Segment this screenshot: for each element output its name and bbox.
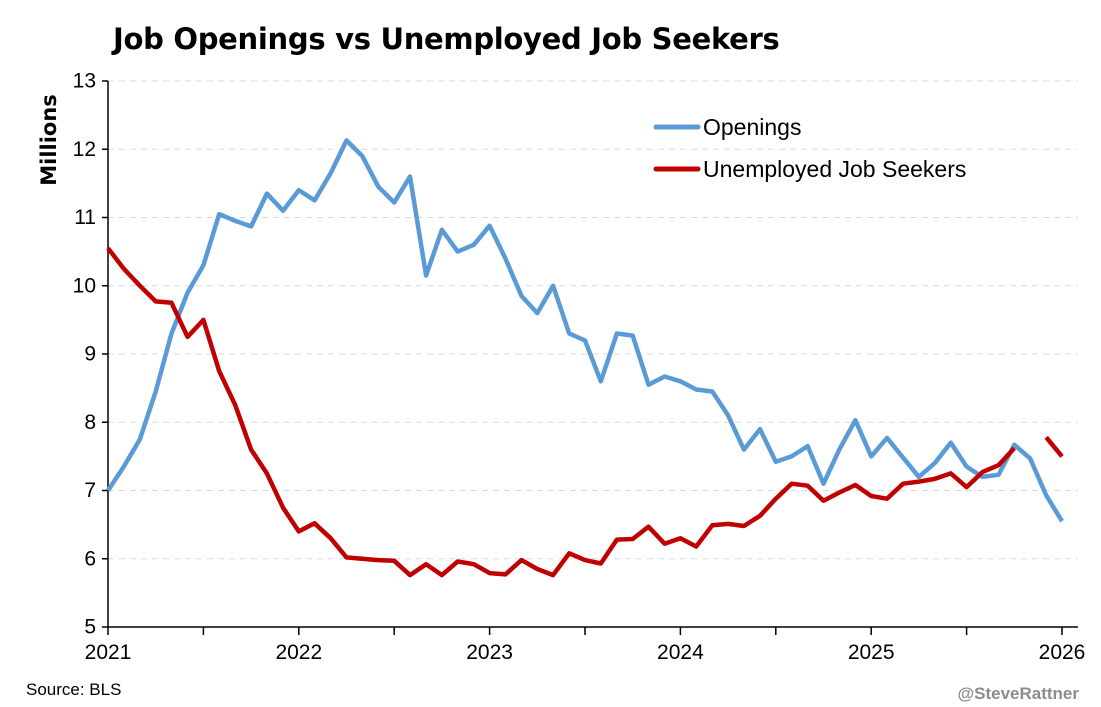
x-tick-label: 2022 bbox=[275, 641, 322, 664]
x-tick-label: 2026 bbox=[1039, 641, 1086, 664]
y-tick-label: 8 bbox=[84, 411, 96, 434]
y-tick-label: 9 bbox=[84, 343, 96, 366]
x-tick-label: 2023 bbox=[466, 641, 513, 664]
x-tick-label: 2021 bbox=[85, 641, 132, 664]
x-tick-label: 2024 bbox=[657, 641, 704, 664]
x-tick-label: 2025 bbox=[848, 641, 895, 664]
credit-handle: @SteveRattner bbox=[957, 684, 1079, 703]
series-line-0-segment-0 bbox=[106, 138, 1064, 523]
series-line-1-segment-0 bbox=[106, 246, 1016, 578]
y-tick-label: 5 bbox=[84, 616, 96, 639]
y-tick-label: 6 bbox=[84, 547, 96, 570]
series-lines bbox=[106, 138, 1064, 578]
y-tick-label: 11 bbox=[74, 206, 96, 229]
legend-label-0: Openings bbox=[703, 114, 801, 140]
y-tick-label: 7 bbox=[84, 479, 96, 502]
series-line-1-segment-1 bbox=[1044, 435, 1064, 458]
source-note: Source: BLS bbox=[26, 680, 122, 699]
y-axis-label: Millions bbox=[37, 94, 61, 186]
legend-label-1: Unemployed Job Seekers bbox=[703, 156, 966, 182]
axes: 5 6 7 8 9 10 11 12 13 2021 2022 2023 2024 2025 2026 bbox=[73, 70, 1086, 665]
y-tick-label: 10 bbox=[73, 274, 96, 297]
chart-title: Job Openings vs Unemployed Job Seekers bbox=[113, 22, 780, 56]
y-tick-label: 13 bbox=[73, 70, 96, 93]
gridlines bbox=[108, 80, 1078, 560]
legend: Openings Unemployed Job Seekers bbox=[653, 114, 966, 182]
y-tick-label: 12 bbox=[73, 138, 96, 161]
